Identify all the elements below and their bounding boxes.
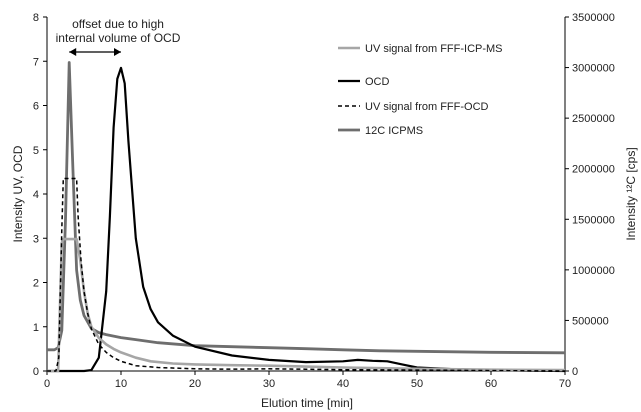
- y-left-tick-label: 2: [33, 278, 39, 290]
- y-right-tick-label: 1500000: [572, 214, 615, 226]
- annotation-arrowhead-left: [69, 48, 77, 56]
- x-tick-label: 40: [337, 378, 349, 390]
- x-tick-label: 60: [485, 378, 497, 390]
- y-right-tick-label: 2500000: [572, 113, 615, 125]
- y-left-tick-label: 0: [33, 366, 39, 378]
- tick-labels: 0 10 20 30 40 50 60 700123456780500000100000015…: [33, 12, 615, 390]
- y-left-tick-label: 1: [33, 322, 39, 334]
- y-left-tick-label: 8: [33, 12, 39, 24]
- series-line-1: [47, 66, 566, 373]
- x-tick-label: 20: [189, 378, 201, 390]
- y-right-tick-label: 3500000: [572, 12, 615, 24]
- y-axis-label-left: Intensity UV, OCD: [11, 145, 25, 242]
- y-right-tick-label: 0: [572, 366, 578, 378]
- y-left-tick-label: 5: [33, 145, 39, 157]
- offset-annotation: offset due to high internal volume of OC…: [56, 17, 181, 56]
- annotation-arrowhead-right: [114, 48, 121, 56]
- y-left-tick-label: 7: [33, 56, 39, 68]
- x-axis-label: Elution time [min]: [261, 396, 353, 410]
- y-left-tick-label: 6: [33, 101, 39, 113]
- x-tick-label: 50: [411, 378, 423, 390]
- y-left-tick-label: 4: [33, 189, 39, 201]
- legend-label-0: UV signal from FFF-ICP-MS: [365, 43, 503, 55]
- y-left-tick-label: 3: [33, 233, 39, 245]
- legend-label-2: UV signal from FFF-OCD: [365, 101, 489, 113]
- legend: UV signal from FFF-ICP-MS OCD UV signal fr…: [338, 43, 503, 137]
- x-tick-label: 0: [44, 378, 50, 390]
- series-layer: [47, 61, 566, 373]
- legend-label-1: OCD: [365, 76, 390, 88]
- y-right-tick-label: 1000000: [572, 265, 615, 277]
- annotation-line-2: internal volume of OCD: [56, 31, 181, 45]
- x-tick-label: 70: [559, 378, 571, 390]
- y-right-tick-label: 3000000: [572, 63, 615, 75]
- series-line-3: [47, 61, 566, 355]
- y-right-tick-label: 500000: [572, 315, 609, 327]
- series-line-2: [47, 177, 566, 372]
- legend-label-3: 12C ICPMS: [365, 125, 423, 137]
- y-right-tick-label: 2000000: [572, 164, 615, 176]
- x-tick-label: 10: [115, 378, 127, 390]
- y-axis-label-right: Intensity ¹²C [cps]: [624, 147, 638, 240]
- annotation-line-1: offset due to high: [72, 17, 164, 31]
- x-tick-label: 30: [263, 378, 275, 390]
- series-line-0: [47, 237, 566, 373]
